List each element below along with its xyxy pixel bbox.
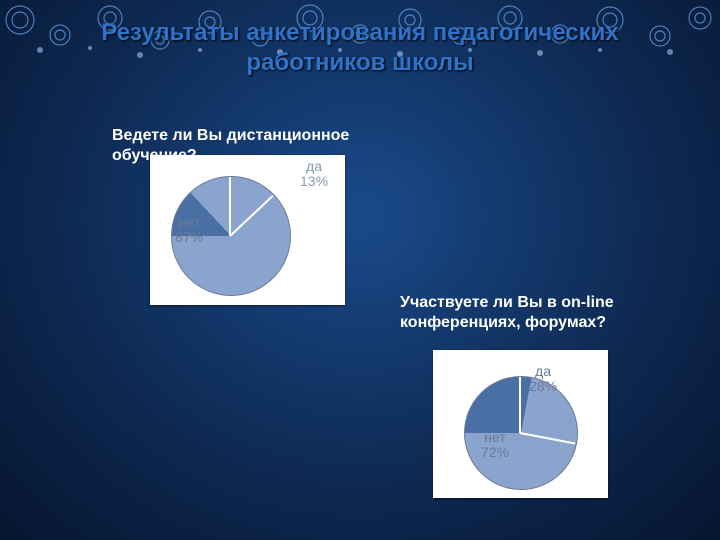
title-line-1: Результаты анкетирования педагогических [101, 19, 618, 46]
slide-title: Результаты анкетирования педагогических … [0, 18, 720, 78]
pie-chart-1: да13% нет87% [150, 155, 345, 305]
chart1-label-0: да13% [300, 159, 328, 190]
chart2-label-1: нет72% [481, 430, 509, 461]
chart2-label-0: да28% [529, 364, 557, 395]
title-line-2: работников школы [246, 49, 473, 76]
slide: Результаты анкетирования педагогических … [0, 0, 720, 540]
pie-chart-2: да28% нет72% [433, 350, 608, 498]
chart1-label-1: нет87% [175, 215, 203, 246]
question-2: Участвуете ли Вы в on-line конференциях,… [400, 293, 660, 333]
